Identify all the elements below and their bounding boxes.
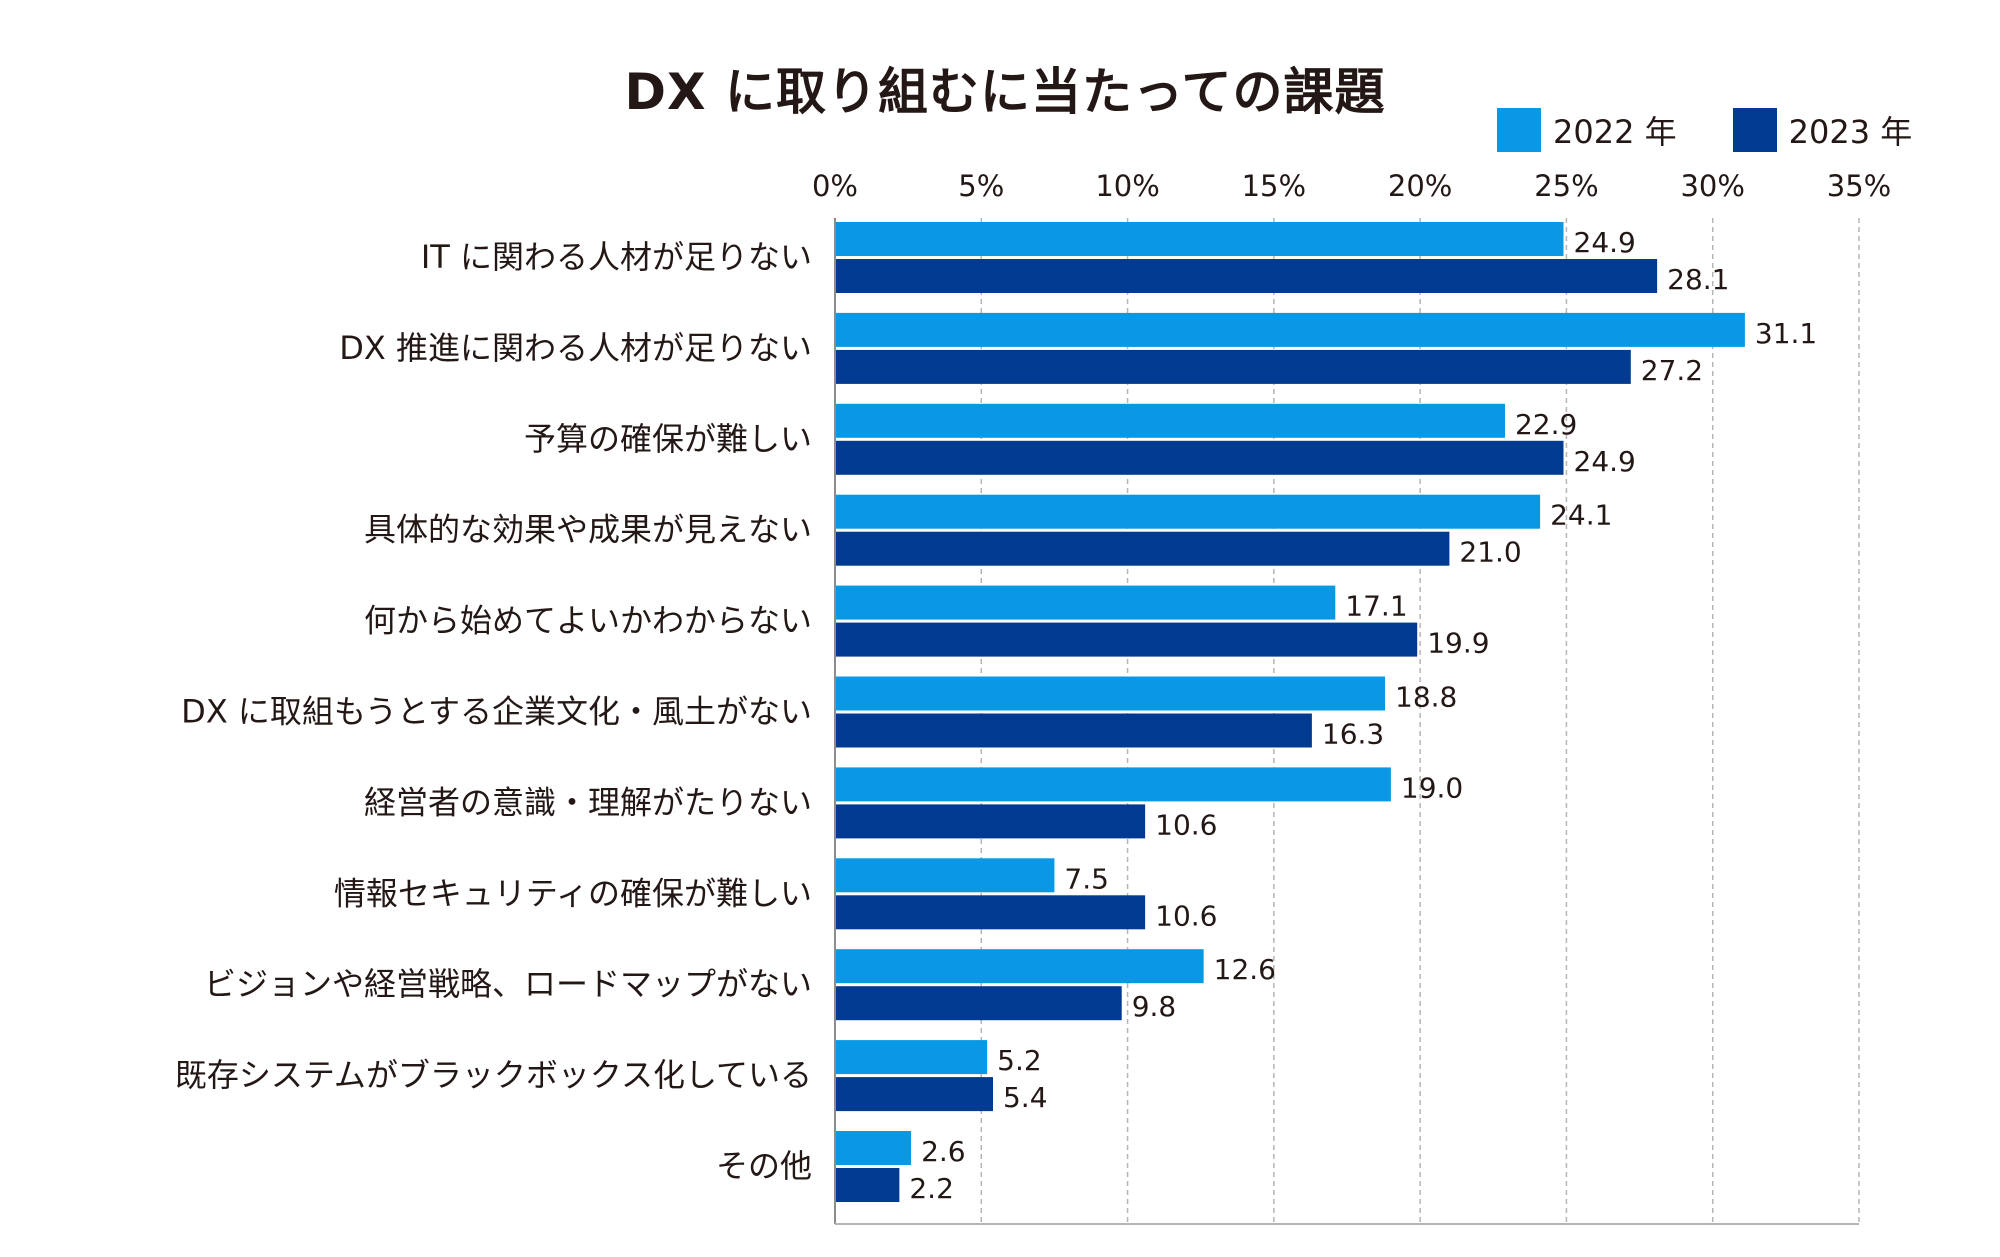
value-label: 27.2: [1641, 354, 1703, 387]
value-label: 9.8: [1132, 990, 1177, 1023]
value-label: 19.9: [1427, 627, 1489, 660]
x-tick-label: 25%: [1534, 169, 1598, 203]
legend-label-2022: 2022 年: [1553, 113, 1677, 151]
bar-2022: [836, 1040, 988, 1075]
legend-swatch-2023: [1732, 108, 1777, 152]
bar-2023: [836, 1077, 993, 1112]
value-label: 2.2: [909, 1172, 954, 1205]
value-label: 16.3: [1322, 718, 1384, 751]
value-label: 12.6: [1214, 953, 1276, 986]
bar-2023: [836, 259, 1658, 293]
bar-2023: [836, 986, 1122, 1021]
bar-2022: [836, 767, 1391, 802]
category-label: 予算の確保が難しい: [524, 420, 812, 458]
bar-2023: [836, 622, 1418, 657]
bar-2023: [836, 349, 1631, 384]
value-label: 24.9: [1574, 226, 1636, 259]
category-label: DX に取組もうとする企業文化・風土がない: [181, 693, 812, 731]
bar-2022: [836, 494, 1541, 529]
value-label: 17.1: [1345, 590, 1407, 623]
bar-2023: [836, 440, 1564, 475]
bar-2023: [836, 531, 1450, 566]
category-label: 何から始めてよいかわからない: [364, 602, 812, 640]
bar-2023: [836, 804, 1146, 839]
bar-2023: [836, 895, 1146, 930]
bar-2022: [836, 1131, 912, 1165]
value-label: 31.1: [1755, 317, 1817, 350]
bar-2022: [836, 949, 1204, 984]
value-label: 24.9: [1574, 445, 1636, 478]
bar-2023: [836, 713, 1312, 748]
bar-2022: [836, 312, 1745, 347]
category-label: DX 推進に関わる人材が足りない: [339, 329, 812, 367]
bar-2022: [836, 676, 1386, 711]
value-label: 22.9: [1515, 408, 1577, 441]
legend-item-2023: 2023 年: [1732, 107, 1913, 153]
x-tick-label: 0%: [812, 169, 858, 203]
value-label: 10.6: [1155, 808, 1217, 841]
value-label: 7.5: [1064, 862, 1109, 895]
value-label: 28.1: [1667, 263, 1729, 296]
bar-2022: [836, 222, 1564, 256]
x-tick-label: 5%: [958, 169, 1004, 203]
category-label: 既存システムがブラックボックス化している: [175, 1056, 812, 1094]
bar-2022: [836, 585, 1336, 620]
x-tick-label: 10%: [1095, 169, 1159, 203]
value-label: 24.1: [1550, 499, 1612, 532]
value-label: 21.0: [1459, 536, 1521, 569]
value-label: 5.4: [1003, 1081, 1048, 1114]
category-label: ビジョンや経営戦略、ロードマップがない: [204, 965, 812, 1003]
category-label: IT に関わる人材が足りない: [421, 238, 812, 276]
bar-2022: [836, 858, 1055, 893]
category-label: 情報セキュリティの確保が難しい: [334, 874, 812, 912]
value-label: 10.6: [1155, 899, 1217, 932]
legend-label-2023: 2023 年: [1788, 113, 1913, 151]
bar-2023: [836, 1168, 900, 1202]
bar-2022: [836, 403, 1505, 438]
x-tick-label: 30%: [1680, 169, 1744, 203]
x-tick-label: 15%: [1242, 169, 1306, 203]
x-tick-label: 35%: [1827, 169, 1891, 203]
category-label: その他: [716, 1147, 812, 1185]
value-label: 19.0: [1401, 771, 1463, 804]
category-label: 具体的な効果や成果が見えない: [364, 511, 812, 549]
category-label: 経営者の意識・理解がたりない: [364, 783, 812, 821]
x-tick-label: 20%: [1388, 169, 1452, 203]
value-label: 5.2: [997, 1044, 1042, 1077]
chart-title: DX に取り組むに当たっての課題: [624, 63, 1386, 121]
value-label: 18.8: [1395, 681, 1457, 714]
legend-item-2022: 2022 年: [1497, 107, 1677, 153]
legend-swatch-2022: [1497, 108, 1541, 152]
value-label: 2.6: [921, 1135, 966, 1168]
legend: 2022 年 2023 年: [1497, 107, 1968, 153]
